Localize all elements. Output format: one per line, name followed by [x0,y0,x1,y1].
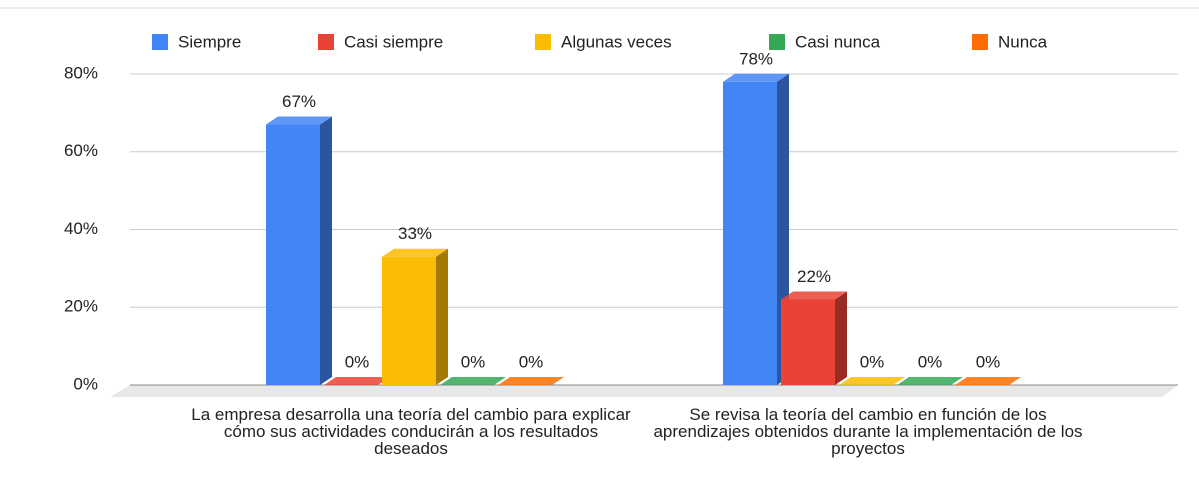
bar-top [382,248,448,257]
bar-top [498,377,564,385]
legend-label: Algunas veces [561,32,672,51]
bar-top [266,116,332,125]
bar [839,377,905,385]
bar-top [723,73,789,82]
bar-side [436,248,448,385]
bar-top [955,377,1021,385]
bar-side [320,116,332,385]
bar-top [897,377,963,385]
bar-front [723,81,777,386]
legend-swatch [535,34,551,50]
value-label: 0% [461,352,486,371]
y-tick-label: 0% [73,374,98,393]
bar [955,377,1021,385]
legend-swatch [769,34,785,50]
y-tick-label: 20% [64,297,98,316]
value-label: 0% [918,352,943,371]
legend-swatch [972,34,988,50]
value-label: 0% [860,352,885,371]
legend-swatch [318,34,334,50]
value-label: 0% [345,352,370,371]
bar [897,377,963,385]
bar-top [781,291,847,300]
bar-front [266,124,320,385]
y-tick-label: 40% [64,219,98,238]
value-label: 0% [519,352,544,371]
legend-swatch [152,34,168,50]
legend-label: Siempre [178,32,241,51]
value-label: 67% [282,92,316,111]
bar-front [781,299,835,385]
bar [498,377,564,385]
floor [110,385,1178,397]
value-label: 78% [739,49,773,68]
y-tick-label: 80% [64,63,98,82]
value-label: 33% [398,224,432,243]
legend-label: Nunca [998,32,1048,51]
bar [723,73,789,386]
bar [382,248,448,385]
bar [781,291,847,385]
x-tick-label: La empresa desarrolla una teoría del cam… [191,405,631,458]
bar-top [324,377,390,385]
legend-label: Casi siempre [344,32,443,51]
value-label: 22% [797,267,831,286]
bar [266,116,332,385]
bar [324,377,390,385]
bar-front [382,256,436,385]
legend-label: Casi nunca [795,32,881,51]
value-label: 0% [976,352,1001,371]
bar-top [440,377,506,385]
x-tick-label: Se revisa la teoría del cambio en funció… [653,405,1083,458]
bar [440,377,506,385]
bar-side [835,291,847,385]
y-tick-label: 60% [64,141,98,160]
bar-top [839,377,905,385]
